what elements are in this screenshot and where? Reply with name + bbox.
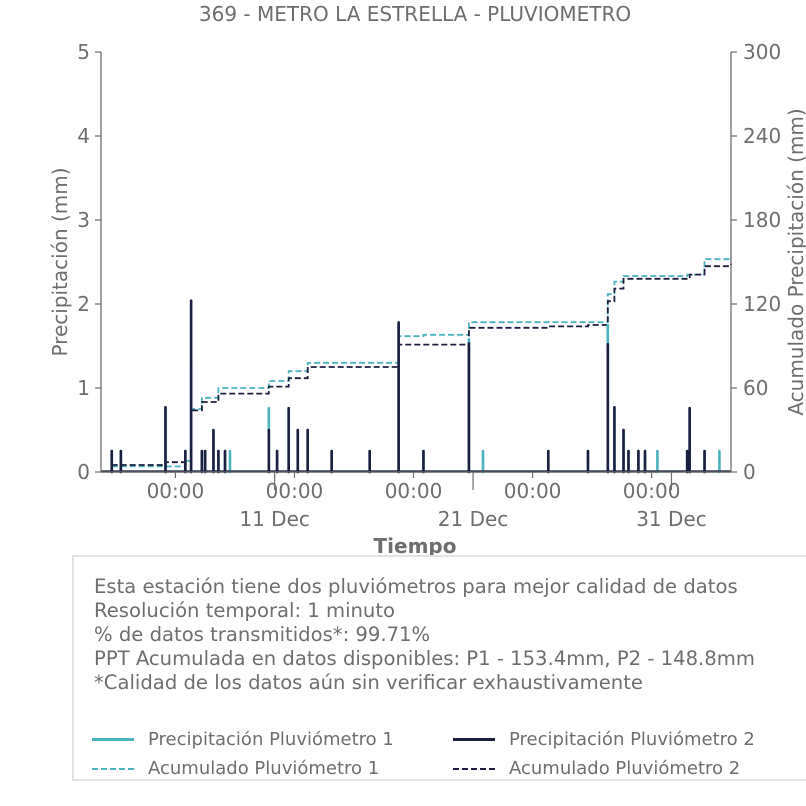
x-date-label: 21 Dec [438,507,509,531]
left-tick-label: 5 [77,40,90,64]
plot-area [100,52,732,474]
series-layer [101,257,732,474]
legend-label-precip-1: Precipitación Pluviómetro 1 [148,729,394,750]
legend-label-precip-2: Precipitación Pluviómetro 2 [509,729,755,750]
x-tick-label: 00:00 [623,479,681,503]
legend-item-precip-2: Precipitación Pluviómetro 2 [453,729,755,750]
legend-swatch-precip-1 [92,738,134,741]
legend-label-accum-2: Acumulado Pluviómetro 2 [509,758,741,779]
x-tick-label: 00:00 [266,479,324,503]
legend-item-precip-1: Precipitación Pluviómetro 1 [92,729,394,750]
right-tick-label: 180 [743,208,781,232]
rainfall-chart: 369 - METRO LA ESTRELLA - PLUVIOMETRO 0 1… [48,2,806,556]
info-panel: Esta estación tiene dos pluviómetros par… [72,555,806,781]
x-axis-label: Tiempo [374,534,457,556]
legend-swatch-accum-1 [92,767,134,770]
x-tick-label: 00:00 [504,479,562,503]
right-tick-label: 240 [743,124,781,148]
left-tick-label: 2 [77,292,90,316]
left-axis-label: Precipitación (mm) [48,167,72,356]
info-line-stations: Esta estación tiene dos pluviómetros par… [94,575,738,598]
legend-swatch-precip-2 [453,738,495,741]
x-date-label: 31 Dec [636,507,707,531]
right-tick-label: 0 [743,460,756,484]
info-line-accumulated: PPT Acumulada en datos disponibles: P1 -… [94,647,755,670]
right-tick-label: 60 [743,376,768,400]
legend-item-accum-1: Acumulado Pluviómetro 1 [92,758,379,779]
right-tick-label: 300 [743,40,781,64]
right-tick-label: 120 [743,292,781,316]
info-line-transmitted: % de datos transmitidos*: 99.71% [94,623,431,646]
legend-label-accum-1: Acumulado Pluviómetro 1 [148,758,380,779]
series-line-acumulado-2 [111,263,732,466]
x-tick-label: 00:00 [385,479,443,503]
info-line-quality: *Calidad de los datos aún sin verificar … [94,671,643,694]
x-axis: 00:00 00:00 00:00 00:00 00:00 11 Dec 21 Dec 31 … [147,472,707,531]
left-tick-label: 3 [77,208,90,232]
left-y-axis: 0 1 2 3 4 5 [77,40,101,484]
right-axis-label: Acumulado Precipitación (mm) [784,108,806,415]
x-date-label: 11 Dec [239,507,310,531]
right-y-axis: 0 60 120 180 240 300 [731,40,781,484]
chart-title: 369 - METRO LA ESTRELLA - PLUVIOMETRO [199,2,631,26]
info-text: Esta estación tiene dos pluviómetros par… [94,575,755,695]
x-tick-label: 00:00 [147,479,205,503]
series-line-acumulado-1 [111,257,732,468]
left-tick-label: 1 [77,376,90,400]
left-tick-label: 0 [77,460,90,484]
legend-swatch-accum-2 [453,767,495,770]
legend-item-accum-2: Acumulado Pluviómetro 2 [453,758,740,779]
left-tick-label: 4 [77,124,90,148]
info-line-resolution: Resolución temporal: 1 minuto [94,599,396,622]
